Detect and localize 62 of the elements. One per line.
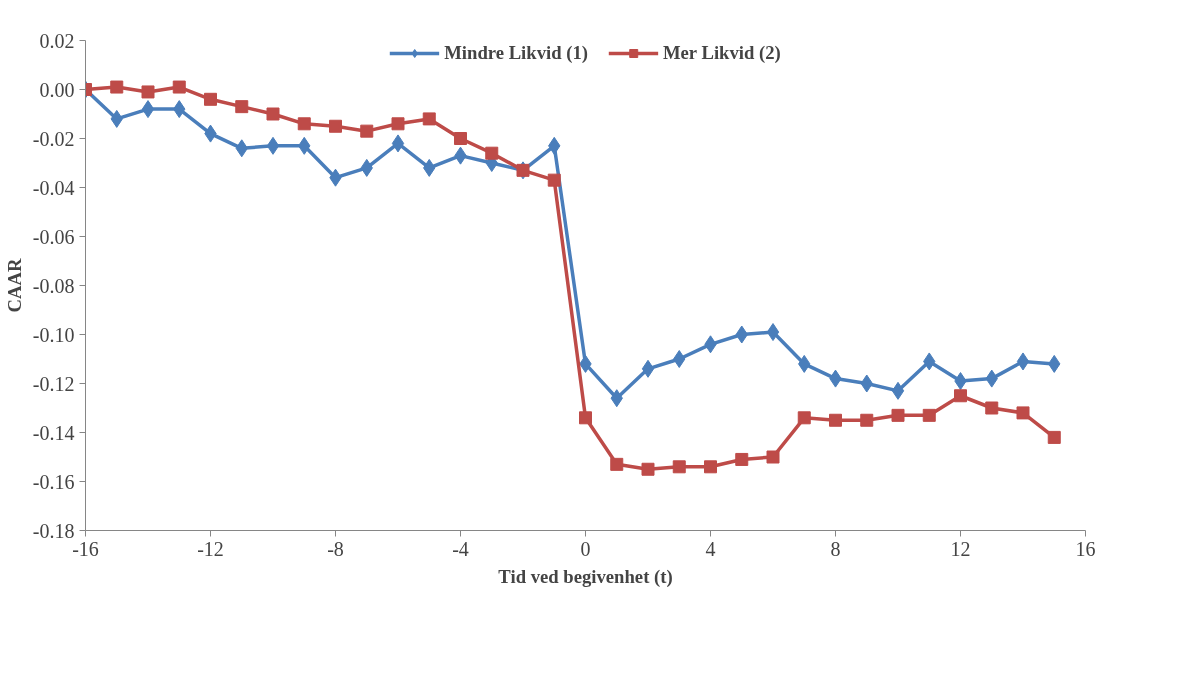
- point: [860, 413, 874, 427]
- legend-label: Mindre Likvid (1): [444, 42, 588, 64]
- point: [485, 146, 499, 160]
- point: [641, 462, 655, 476]
- point: [454, 132, 467, 145]
- point: [360, 124, 374, 138]
- point: [172, 80, 186, 94]
- point: [1016, 406, 1030, 420]
- y-tick-label: -0.02: [32, 127, 75, 150]
- point: [204, 92, 217, 106]
- point: [329, 119, 342, 133]
- x-tick-label: 16: [1075, 537, 1096, 560]
- point: [829, 413, 842, 427]
- legend-label: Mer Likvid (2): [662, 42, 781, 64]
- point: [391, 134, 405, 153]
- point: [797, 411, 811, 425]
- point: [766, 323, 780, 342]
- x-tick-label: 12: [950, 537, 971, 560]
- x-tick-label: 8: [830, 537, 841, 560]
- point: [704, 460, 717, 474]
- point: [891, 408, 905, 422]
- point: [141, 85, 155, 99]
- point: [110, 80, 124, 94]
- point: [266, 136, 280, 155]
- y-tick-label: -0.06: [32, 225, 75, 248]
- point: [672, 460, 686, 474]
- y-tick-label: -0.04: [32, 176, 75, 199]
- point: [235, 100, 249, 114]
- point: [673, 350, 686, 368]
- point: [547, 173, 561, 187]
- point: [266, 107, 280, 121]
- y-tick-label: -0.12: [32, 372, 75, 395]
- x-tick-label: -8: [327, 537, 344, 560]
- x-axis-title: Tid ved begivenhet (t): [498, 565, 673, 588]
- y-tick-label: -0.14: [32, 421, 75, 444]
- point: [297, 117, 311, 131]
- x-tick-label: -4: [452, 537, 469, 560]
- point: [735, 452, 749, 466]
- y-tick-label: 0.02: [39, 29, 75, 52]
- y-tick-label: -0.08: [32, 274, 75, 297]
- y-tick-label: 0.00: [39, 78, 75, 101]
- x-tick-label: -12: [197, 537, 224, 560]
- point: [1016, 352, 1030, 371]
- point: [610, 457, 624, 471]
- point: [891, 381, 905, 400]
- point: [766, 450, 780, 464]
- y-axis-title: CAAR: [3, 258, 25, 313]
- point: [1047, 430, 1061, 444]
- y-tick-label: -0.16: [32, 470, 75, 493]
- point: [579, 411, 592, 425]
- point: [391, 117, 405, 131]
- y-tick-label: -0.10: [32, 323, 75, 346]
- x-tick-label: -16: [72, 537, 99, 560]
- point: [985, 401, 999, 415]
- y-tick-label: -0.18: [32, 519, 75, 542]
- point: [922, 408, 936, 422]
- point: [954, 389, 967, 403]
- x-tick-label: 4: [705, 537, 716, 560]
- x-tick-label: 0: [580, 537, 591, 560]
- point: [422, 112, 436, 126]
- point: [141, 100, 155, 119]
- point: [641, 359, 655, 378]
